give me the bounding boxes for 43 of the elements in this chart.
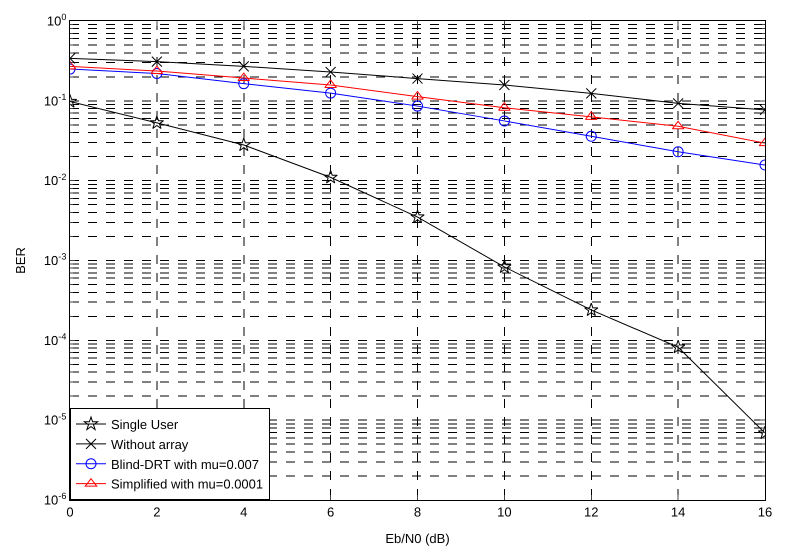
y-axis-title: BER xyxy=(12,247,28,274)
point xyxy=(325,66,336,78)
x-tick-label: 4 xyxy=(240,504,248,520)
x-tick-label: 16 xyxy=(758,504,772,520)
point xyxy=(236,137,251,152)
point xyxy=(238,60,250,72)
point xyxy=(238,78,250,90)
point xyxy=(323,170,338,184)
point xyxy=(497,259,512,274)
point xyxy=(498,115,510,126)
point xyxy=(672,98,684,109)
point xyxy=(584,302,598,316)
point xyxy=(150,115,164,130)
y-tick-label: 10$^{-1}$ xyxy=(44,92,66,108)
y-tick-label: 10$^{-5}$ xyxy=(44,411,66,428)
point xyxy=(412,73,423,84)
point xyxy=(670,340,686,354)
y-tick-label: 10$^{-4}$ xyxy=(44,331,66,348)
point xyxy=(498,79,510,90)
legend-label: Simplified with mu=0.0001 xyxy=(111,476,264,492)
y-tick-label: 10$^{-6}$ xyxy=(44,491,66,508)
point xyxy=(586,130,597,142)
point xyxy=(151,56,162,68)
x-tick-label: 2 xyxy=(153,504,160,520)
x-tick-label: 14 xyxy=(670,504,686,520)
legend-label: Without array xyxy=(111,436,189,452)
point xyxy=(410,210,425,224)
y-tick-label: 10$^{0}$ xyxy=(46,12,66,29)
y-tick-label: 10$^{-3}$ xyxy=(44,252,66,268)
legend-label: Blind-DRT with mu=0.007 xyxy=(111,456,260,472)
point xyxy=(325,88,336,99)
point xyxy=(586,88,597,99)
point xyxy=(151,68,162,79)
point xyxy=(412,100,423,112)
x-tick-label: 6 xyxy=(327,504,334,520)
legend-label: Single User xyxy=(111,417,179,432)
y-tick-label: 10$^{-2}$ xyxy=(44,172,66,188)
x-tick-label: 8 xyxy=(414,504,422,520)
x-tick-label: 12 xyxy=(584,504,598,520)
point xyxy=(672,146,684,158)
x-tick-label: 0 xyxy=(66,504,74,520)
x-axis-title: Eb/N0 (dB) xyxy=(385,531,450,546)
x-tick-label: 10 xyxy=(497,504,512,520)
